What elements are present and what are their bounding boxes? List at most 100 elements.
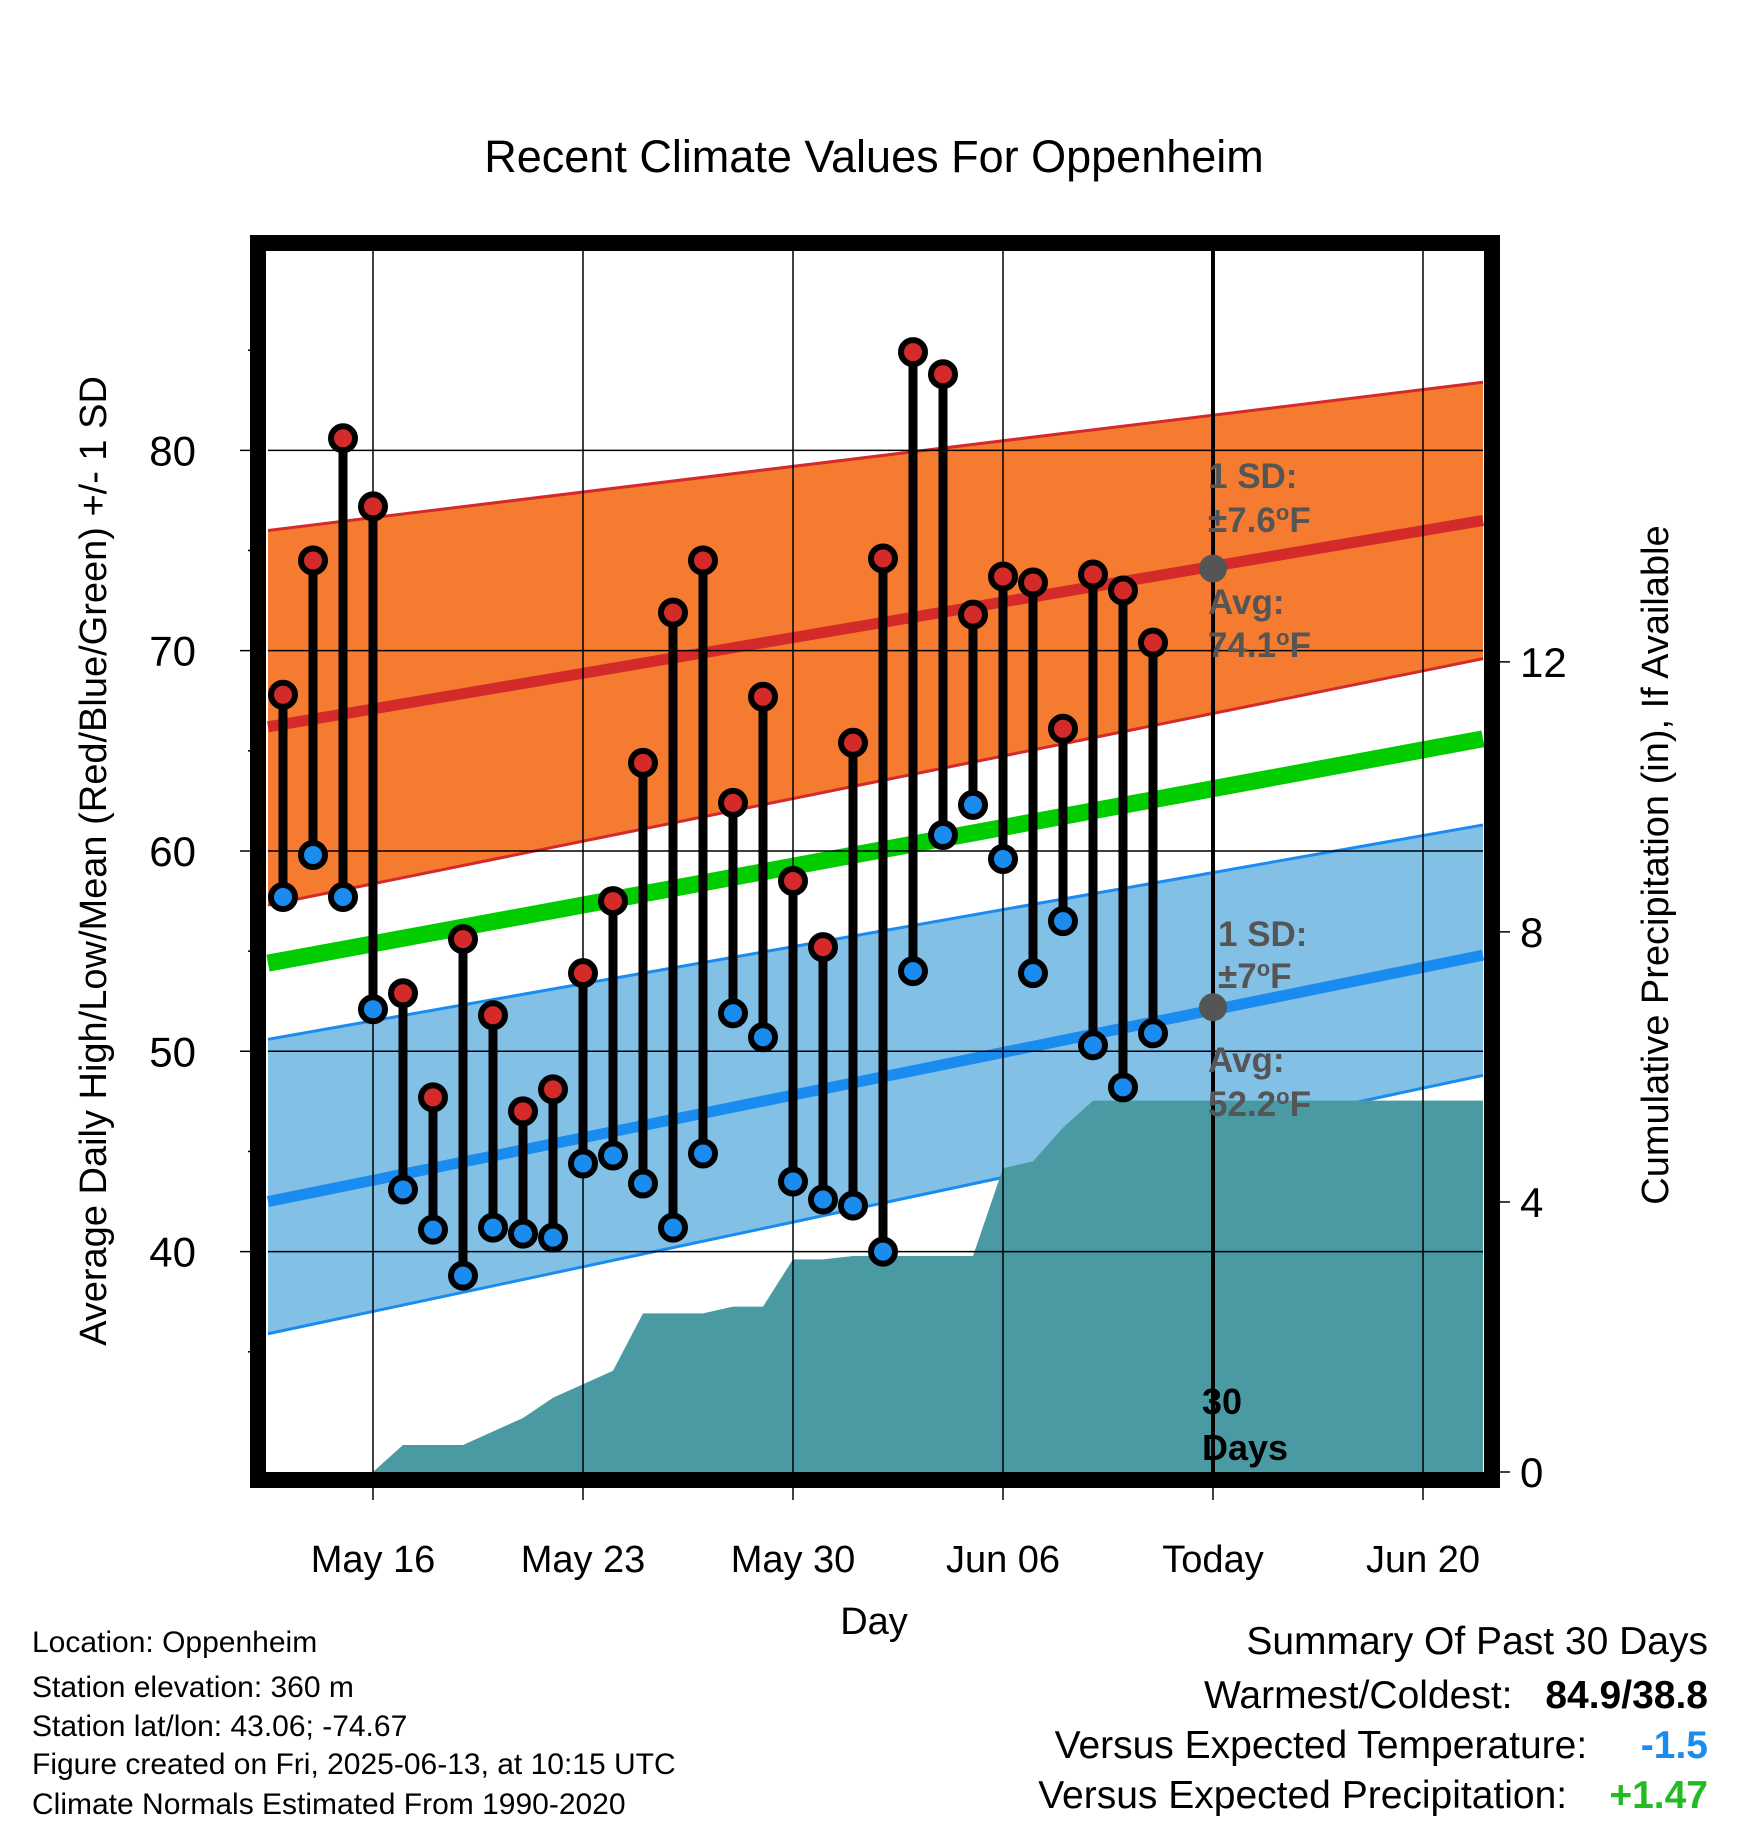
- low-point: [988, 843, 1018, 874]
- low-avg-label: Avg:: [1208, 1041, 1284, 1080]
- summary-precip-value: +1.47: [1609, 1774, 1708, 1817]
- high-sd-value: ±7.6oF: [1208, 500, 1311, 540]
- summary-precip: Versus Expected Precipitation: +1.47: [1038, 1776, 1708, 1815]
- summary-heading: Summary Of Past 30 Days: [1246, 1620, 1708, 1663]
- low-point: [388, 1174, 418, 1205]
- high-point: [598, 886, 628, 917]
- low-point: [478, 1212, 508, 1243]
- low-point: [808, 1184, 838, 1215]
- low-avg-marker: [1199, 993, 1227, 1022]
- high-point: [778, 866, 808, 897]
- high-point: [1138, 627, 1168, 658]
- low-point: [358, 994, 388, 1025]
- info-elevation: Station elevation: 360 m: [32, 1671, 354, 1704]
- high-sd-label: 1 SD:: [1208, 457, 1297, 496]
- high-avg-value: 74.1oF: [1208, 625, 1311, 665]
- high-point: [1108, 575, 1138, 606]
- info-created: Figure created on Fri, 2025-06-13, at 10…: [32, 1748, 676, 1781]
- precip-area-layer: [283, 1100, 1483, 1472]
- summary-warm-cold-label: Warmest/Coldest:: [1204, 1674, 1513, 1717]
- high-sd-band-lower-edge: [267, 657, 1484, 907]
- y-right-tick-label: 8: [1520, 909, 1543, 956]
- high-point: [418, 1082, 448, 1113]
- summary-warm-cold-value: 84.9/38.8: [1545, 1674, 1708, 1717]
- normal-high-mean-line: [267, 515, 1484, 733]
- y-left-tick-label: 80: [149, 427, 196, 474]
- x-tick-label: Jun 20: [1366, 1539, 1480, 1581]
- y-right-tick-label: 12: [1520, 639, 1567, 686]
- high-point: [298, 545, 328, 576]
- low-point: [1138, 1018, 1168, 1049]
- low-point: [538, 1222, 568, 1253]
- chart-title: Recent Climate Values For Oppenheim: [484, 131, 1264, 182]
- y-left-tick-label: 40: [149, 1229, 196, 1276]
- plot-frame: [250, 235, 1500, 1488]
- high-point: [328, 423, 358, 454]
- high-point: [388, 978, 418, 1009]
- frame-layer: [250, 235, 1500, 1488]
- high-point: [508, 1096, 538, 1127]
- low-point: [1048, 906, 1078, 937]
- high-avg-marker: [1199, 554, 1227, 583]
- normal-low-mean-line: [266, 949, 1485, 1207]
- period-label-line1: 30: [1202, 1381, 1242, 1422]
- high-point: [1048, 713, 1078, 744]
- high-point: [268, 679, 298, 710]
- axes-layer: 40 50 60 70 80 0 4 8 12 May 16 May 23 May 30 Jun 06 T…: [73, 349, 1677, 1643]
- low-point: [838, 1190, 868, 1221]
- high-point: [928, 359, 958, 390]
- low-point: [448, 1260, 478, 1291]
- info-normals: Climate Normals Estimated From 1990-2020: [32, 1788, 626, 1821]
- x-tick-label: May 16: [311, 1539, 436, 1581]
- info-location: Location: Oppenheim: [32, 1626, 318, 1659]
- low-point: [568, 1148, 598, 1179]
- low-point: [748, 1022, 778, 1053]
- period-label-line2: Days: [1202, 1427, 1288, 1468]
- high-avg-label: Avg:: [1208, 583, 1284, 622]
- low-point: [268, 882, 298, 913]
- x-tick-label: May 30: [731, 1539, 856, 1581]
- low-point: [928, 819, 958, 850]
- low-point: [628, 1168, 658, 1199]
- high-point: [478, 1000, 508, 1031]
- high-sd-band-upper-edge: [267, 380, 1484, 532]
- high-point: [958, 599, 988, 630]
- x-tick-label: May 23: [521, 1539, 646, 1581]
- high-point: [448, 924, 478, 955]
- normal-bands: [266, 380, 1485, 1336]
- x-tick-label: Today: [1162, 1539, 1263, 1581]
- y-right-tick-label: 4: [1520, 1179, 1543, 1226]
- low-point: [598, 1140, 628, 1171]
- low-point: [958, 789, 988, 820]
- low-point: [718, 998, 748, 1029]
- low-avg-value: 52.2oF: [1208, 1084, 1311, 1124]
- summary-precip-label: Versus Expected Precipitation:: [1038, 1774, 1568, 1817]
- low-point: [778, 1166, 808, 1197]
- low-sd-label: 1 SD:: [1218, 915, 1307, 954]
- summary-warm-cold: Warmest/Coldest: 84.9/38.8: [1204, 1676, 1708, 1715]
- summary-temp-label: Versus Expected Temperature:: [1054, 1724, 1588, 1767]
- low-point: [688, 1138, 718, 1169]
- y-left-axis-label: Average Daily High/Low/Mean (Red/Blue/Gr…: [73, 376, 115, 1346]
- low-point: [418, 1214, 448, 1245]
- x-axis-label: Day: [840, 1601, 908, 1643]
- low-point: [658, 1212, 688, 1243]
- summary-temp: Versus Expected Temperature: -1.5: [1055, 1726, 1708, 1765]
- low-sd-value: ±7oF: [1218, 956, 1292, 996]
- low-point: [1018, 958, 1048, 989]
- high-point: [358, 491, 388, 522]
- high-point: [868, 543, 898, 574]
- high-point: [898, 337, 928, 368]
- high-point: [628, 747, 658, 778]
- y-right-axis-label: Cumulative Precipitation (in), If Availa…: [1635, 525, 1677, 1204]
- y-left-tick-label: 60: [149, 828, 196, 875]
- high-point: [748, 681, 778, 712]
- low-point: [1108, 1072, 1138, 1103]
- high-point: [1018, 567, 1048, 598]
- low-point: [868, 1236, 898, 1267]
- low-point: [898, 956, 928, 987]
- observations-layer: [268, 337, 1168, 1291]
- low-point: [1078, 1030, 1108, 1061]
- low-point: [298, 839, 328, 870]
